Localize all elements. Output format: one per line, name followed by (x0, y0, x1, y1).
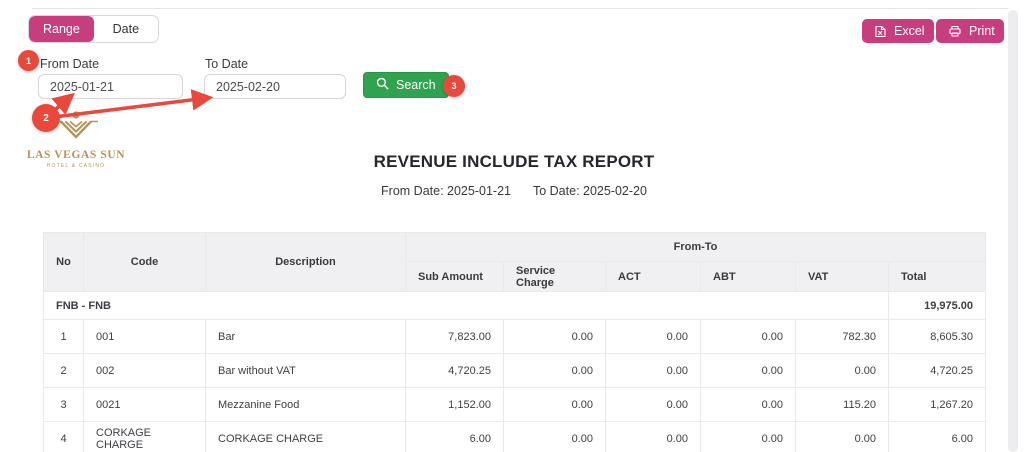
annotation-badge-3: 3 (443, 75, 465, 97)
cell-description: Bar without VAT (205, 353, 406, 388)
group-row-label: FNB - FNB (43, 291, 889, 320)
cell-total: 8,605.30 (887, 319, 987, 354)
range-date-toggle: Range Date (28, 15, 159, 43)
vertical-scrollbar[interactable] (1008, 10, 1018, 452)
cell-no: 4 (43, 421, 84, 452)
cell-sub-amount: 7,823.00 (405, 319, 504, 354)
table-header-group-row: No Code Description From-To (43, 232, 987, 292)
search-icon (376, 77, 389, 93)
table-header-sub-row: Sub Amount Service Charge ACT ABT VAT To… (44, 261, 987, 292)
col-header-total: Total (887, 261, 987, 292)
to-date-label: To Date (205, 57, 249, 71)
cell-description: Mezzanine Food (205, 387, 406, 422)
report-from-date: From Date: 2025-01-21 (381, 184, 511, 198)
table-row: 3 0021 Mezzanine Food 1,152.00 0.00 0.00… (43, 387, 987, 422)
hotel-logo-tagline: HOTEL & CASINO (46, 163, 106, 169)
search-button-label: Search (396, 78, 436, 92)
cell-act: 0.00 (605, 387, 701, 422)
cell-code: 001 (83, 319, 206, 354)
cell-abt: 0.00 (700, 319, 796, 354)
group-row-total: 19,975.00 (887, 291, 987, 320)
col-header-no: No (43, 232, 84, 292)
excel-button[interactable]: Excel (862, 19, 934, 43)
table-row: 2 002 Bar without VAT 4,720.25 0.00 0.00… (43, 353, 987, 388)
cell-total: 4,720.25 (887, 353, 987, 388)
col-header-act: ACT (605, 261, 701, 292)
col-header-vat: VAT (795, 261, 889, 292)
report-to-date: To Date: 2025-02-20 (532, 184, 647, 198)
cell-abt: 0.00 (700, 353, 796, 388)
report-title: REVENUE INCLUDE TAX REPORT (373, 152, 655, 171)
from-date-input[interactable] (38, 74, 183, 99)
cell-vat: 782.30 (795, 319, 889, 354)
cell-description: Bar (205, 319, 406, 354)
cell-no: 1 (43, 319, 84, 354)
cell-abt: 0.00 (700, 387, 796, 422)
cell-act: 0.00 (605, 353, 701, 388)
print-button-label: Print (969, 24, 995, 38)
search-button[interactable]: Search (363, 72, 449, 98)
excel-button-label: Excel (894, 24, 925, 38)
cell-sub-amount: 6.00 (405, 421, 504, 452)
cell-code: CORKAGE CHARGE (83, 421, 206, 452)
cell-description: CORKAGE CHARGE (205, 421, 406, 452)
cell-vat: 0.00 (795, 421, 889, 452)
toggle-range[interactable]: Range (29, 16, 94, 42)
col-group-header-from-to: From-To (404, 232, 987, 262)
annotation-badge-2: 2 (32, 104, 60, 132)
hotel-logo-name: LAS VEGAS SUN (26, 149, 126, 161)
cell-act: 0.00 (605, 319, 701, 354)
printer-icon (949, 25, 961, 37)
col-header-sub-amount: Sub Amount (405, 261, 504, 292)
cell-sub-amount: 4,720.25 (405, 353, 504, 388)
table-group-row-fnb: FNB - FNB 19,975.00 (43, 291, 987, 320)
cell-service-charge: 0.00 (503, 319, 606, 354)
to-date-input[interactable] (204, 74, 346, 99)
col-header-service-charge: Service Charge (503, 261, 606, 292)
report-date-range: From Date: 2025-01-21 To Date: 2025-02-20 (43, 184, 985, 198)
cell-sub-amount: 1,152.00 (405, 387, 504, 422)
cell-act: 0.00 (605, 421, 701, 452)
annotation-badge-1: 1 (18, 50, 39, 71)
cell-service-charge: 0.00 (503, 421, 606, 452)
col-header-abt: ABT (700, 261, 796, 292)
cell-vat: 115.20 (795, 387, 889, 422)
from-date-label: From Date (40, 57, 100, 71)
col-header-code: Code (83, 232, 206, 292)
panel-top-border (32, 8, 1008, 9)
cell-total: 1,267.20 (887, 387, 987, 422)
cell-service-charge: 0.00 (503, 387, 606, 422)
cell-code: 0021 (83, 387, 206, 422)
table-row: 4 CORKAGE CHARGE CORKAGE CHARGE 6.00 0.0… (43, 421, 987, 452)
cell-abt: 0.00 (700, 421, 796, 452)
cell-code: 002 (83, 353, 206, 388)
cell-no: 2 (43, 353, 84, 388)
table-row: 1 001 Bar 7,823.00 0.00 0.00 0.00 782.30… (43, 319, 987, 354)
col-header-description: Description (205, 232, 406, 292)
cell-service-charge: 0.00 (503, 353, 606, 388)
cell-no: 3 (43, 387, 84, 422)
excel-file-icon (875, 25, 886, 38)
toggle-date[interactable]: Date (112, 22, 140, 36)
cell-vat: 0.00 (795, 353, 889, 388)
cell-total: 6.00 (887, 421, 987, 452)
print-button[interactable]: Print (936, 19, 1004, 43)
revenue-table: No Code Description From-To Sub Amount S… (43, 232, 987, 452)
